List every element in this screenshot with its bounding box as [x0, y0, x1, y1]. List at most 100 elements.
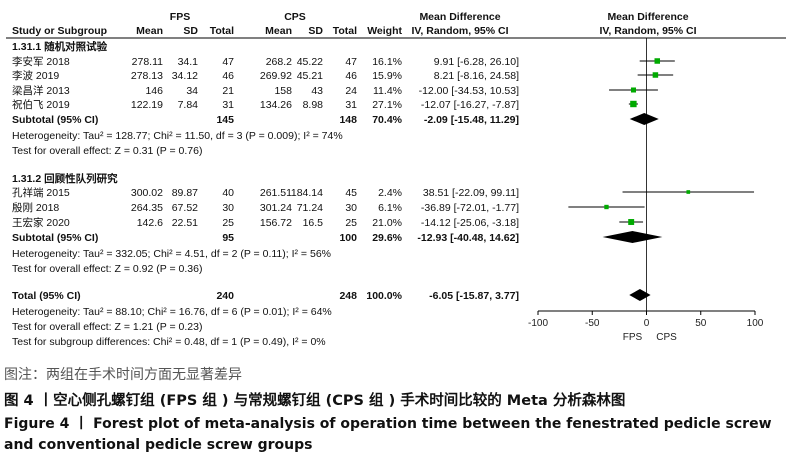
x-axis-tick-label: 50 — [695, 318, 707, 329]
study-name: 李安军 2018 — [12, 55, 70, 68]
figure-note: 图注：两组在手术时间方面无显著差异 — [4, 367, 242, 383]
caption-chinese: 图 4 丨空心侧孔螺钉组 (FPS 组 ) 与常规螺钉组 (CPS 组 ) 手术… — [4, 393, 626, 409]
study-ci-text: -36.89 [-72.01, -1.77] — [421, 202, 519, 214]
plot-header-sub: IV, Random, 95% CI — [599, 25, 696, 37]
study-ci-text: -12.07 [-16.27, -7.87] — [421, 99, 519, 111]
subtotal-weight: 29.6% — [372, 232, 402, 244]
subtotal-total-2: 248 — [339, 290, 357, 302]
study-sd-1: 67.52 — [172, 202, 198, 214]
heterogeneity-text: Heterogeneity: Tau² = 332.05; Chi² = 4.5… — [12, 248, 331, 260]
x-axis-tick-label: -100 — [528, 318, 548, 329]
study-total-1: 25 — [222, 217, 234, 229]
x-axis-tick-label: 0 — [644, 318, 650, 329]
study-sd-2: 43 — [311, 85, 323, 97]
study-ci-text: 9.91 [-6.28, 26.10] — [434, 56, 519, 68]
subtotal-total-2: 100 — [339, 232, 357, 244]
study-total-2: 45 — [345, 187, 357, 199]
study-name: 王宏家 2020 — [12, 216, 70, 229]
subtotal-label: Total (95% CI) — [12, 290, 81, 302]
study-mean-2: 261.51 — [260, 187, 292, 199]
study-marker — [630, 100, 637, 108]
total-overall-effect-text: Test for overall effect: Z = 1.21 (P = 0… — [12, 321, 202, 333]
subtotal-total-1: 95 — [222, 232, 234, 244]
col-mean-2: Mean — [265, 25, 292, 37]
study-weight: 6.1% — [378, 202, 402, 214]
study-marker — [630, 87, 636, 93]
study-mean-1: 146 — [145, 85, 163, 97]
study-marker — [652, 72, 659, 78]
subtotal-ci-text: -6.05 [-15.87, 3.77] — [429, 290, 519, 302]
study-sd-1: 34.1 — [178, 56, 199, 68]
plot-header-title: Mean Difference — [607, 11, 688, 23]
study-weight: 27.1% — [372, 99, 402, 111]
subtotal-total-2: 148 — [339, 114, 357, 126]
study-mean-2: 268.2 — [266, 56, 292, 68]
study-ci-text: 38.51 [-22.09, 99.11] — [423, 187, 519, 199]
study-sd-1: 34 — [186, 85, 198, 97]
study-weight: 21.0% — [372, 217, 402, 229]
subtotal-ci-text: -12.93 [-40.48, 14.62] — [417, 232, 519, 244]
study-weight: 16.1% — [372, 56, 402, 68]
subgroup-differences-text: Test for subgroup differences: Chi² = 0.… — [12, 336, 326, 348]
study-total-2: 24 — [345, 85, 357, 97]
md-header-sub: IV, Random, 95% CI — [411, 25, 508, 37]
col-mean-1: Mean — [136, 25, 163, 37]
study-sd-1: 34.12 — [172, 70, 198, 82]
study-sd-2: 45.22 — [297, 56, 323, 68]
study-mean-1: 142.6 — [137, 217, 163, 229]
study-total-1: 30 — [222, 202, 234, 214]
study-sd-2: 71.24 — [297, 202, 323, 214]
study-marker — [654, 58, 661, 64]
col-sd-2: SD — [308, 25, 323, 37]
overall-effect-text: Test for overall effect: Z = 0.31 (P = 0… — [12, 145, 202, 157]
study-name: 祝伯飞 2019 — [12, 98, 70, 111]
study-mean-2: 134.26 — [260, 99, 292, 111]
study-total-1: 21 — [222, 85, 234, 97]
study-mean-1: 278.13 — [131, 70, 163, 82]
x-axis-label-right: CPS — [656, 332, 677, 343]
subtotal-diamond — [629, 113, 659, 125]
study-mean-2: 301.24 — [260, 202, 292, 214]
study-mean-1: 278.11 — [132, 56, 163, 68]
study-sd-1: 7.84 — [178, 99, 199, 111]
col-total-1: Total — [210, 25, 234, 37]
study-mean-2: 158 — [274, 85, 292, 97]
study-sd-2: 8.98 — [303, 99, 324, 111]
study-name: 梁昌洋 2013 — [12, 84, 70, 97]
subtotal-weight: 100.0% — [366, 290, 402, 302]
study-mean-1: 264.35 — [131, 202, 163, 214]
study-total-1: 40 — [222, 187, 234, 199]
md-header-title: Mean Difference — [419, 11, 500, 23]
study-sd-1: 22.51 — [172, 217, 198, 229]
study-name: 李波 2019 — [12, 69, 59, 82]
subgroup-title: 1.31.2 回顾性队列研究 — [12, 172, 118, 185]
x-axis-label-left: FPS — [623, 332, 643, 343]
subtotal-total-1: 240 — [216, 290, 234, 302]
study-total-1: 47 — [222, 56, 234, 68]
study-marker — [604, 204, 609, 210]
study-mean-2: 269.92 — [260, 70, 292, 82]
study-total-2: 31 — [345, 99, 357, 111]
subtotal-total-1: 145 — [216, 114, 234, 126]
subtotal-label: Subtotal (95% CI) — [12, 232, 98, 244]
x-axis-tick-label: -50 — [585, 318, 600, 329]
study-sd-2: 45.21 — [297, 70, 323, 82]
study-total-2: 46 — [345, 70, 357, 82]
study-mean-1: 122.19 — [131, 99, 163, 111]
study-total-2: 47 — [345, 56, 357, 68]
study-mean-1: 300.02 — [131, 187, 163, 199]
caption-english: Figure 4 丨 Forest plot of meta-analysis … — [4, 416, 772, 453]
study-weight: 15.9% — [372, 70, 402, 82]
subgroup-title: 1.31.1 随机对照试验 — [12, 40, 108, 53]
study-name: 殷刚 2018 — [12, 202, 59, 214]
study-total-1: 31 — [222, 99, 234, 111]
subtotal-label: Subtotal (95% CI) — [12, 114, 98, 126]
study-total-1: 46 — [222, 70, 234, 82]
col-total-2: Total — [333, 25, 357, 37]
study-name: 孔祥端 2015 — [12, 186, 70, 199]
group2-header: CPS — [284, 11, 306, 23]
study-weight: 2.4% — [378, 187, 402, 199]
col-weight: Weight — [367, 25, 402, 37]
study-ci-text: -14.12 [-25.06, -3.18] — [421, 217, 519, 229]
study-marker — [686, 190, 691, 194]
